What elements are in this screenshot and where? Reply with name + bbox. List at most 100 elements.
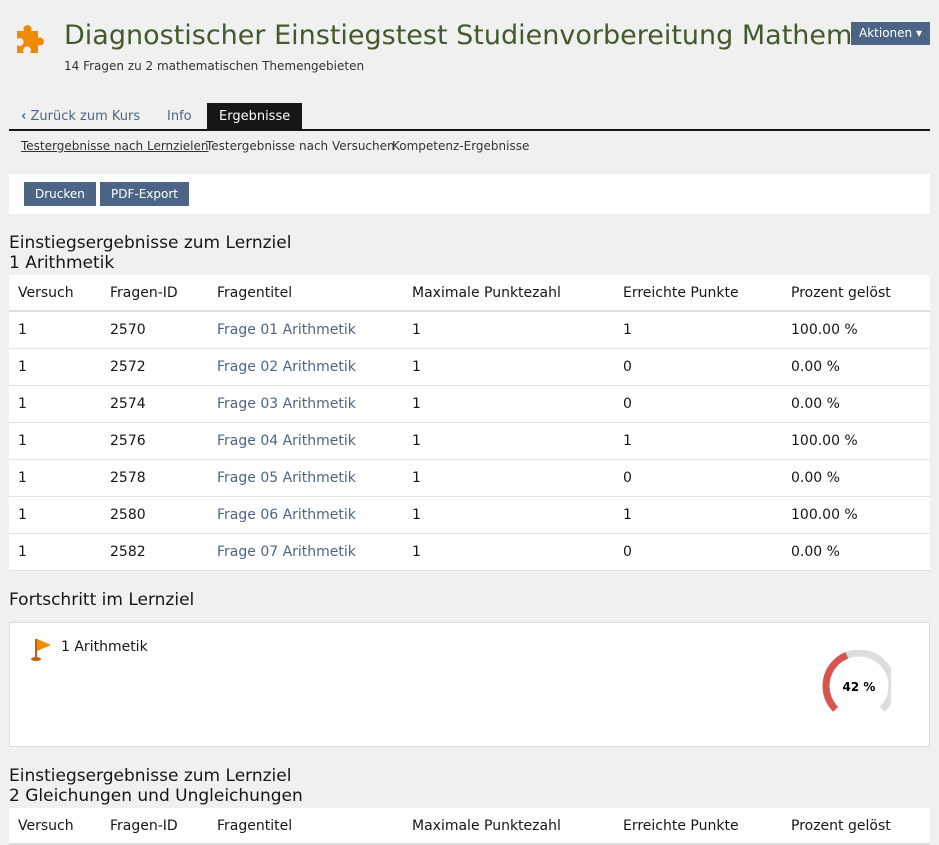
cell-text: 0.00 %	[791, 396, 840, 412]
cell: 0.00 %	[782, 459, 930, 497]
progress-heading: Fortschritt im Lernziel	[9, 590, 195, 610]
actions-button[interactable]: Aktionen ▾	[851, 22, 930, 45]
cell-text: 1	[623, 433, 632, 449]
cell: 1	[403, 533, 614, 571]
column-header: Erreichte Punkte	[614, 275, 782, 312]
result-row: 1 2574 Frage 03 Arithmetik 1 0 0.00 %	[9, 385, 930, 423]
column-header: Maximale Punktezahl	[403, 808, 614, 845]
cell: 1	[9, 459, 101, 497]
cell: 2582	[101, 533, 208, 571]
actions-label: Aktionen	[859, 26, 913, 40]
result-row: 1 2578 Frage 05 Arithmetik 1 0 0.00 %	[9, 459, 930, 497]
cell-text: 1	[18, 470, 27, 486]
subtab[interactable]: Kompetenz-Ergebnisse	[392, 139, 530, 153]
cell-text: 1	[412, 507, 421, 523]
cell: Frage 03 Arithmetik	[208, 385, 403, 423]
question-link[interactable]: Frage 07 Arithmetik	[217, 544, 356, 560]
pdf-button[interactable]: PDF-Export	[100, 182, 189, 206]
section-heading: Einstiegsergebnisse zum Lernziel	[9, 766, 292, 786]
cell-text: 1	[18, 544, 27, 560]
gauge-value	[822, 652, 849, 712]
subtab[interactable]: Testergebnisse nach Versuchen	[206, 139, 395, 153]
cell: 1	[403, 311, 614, 349]
question-link[interactable]: Frage 01 Arithmetik	[217, 322, 356, 338]
cell-text: 0	[623, 470, 632, 486]
result-row: 1 2572 Frage 02 Arithmetik 1 0 0.00 %	[9, 348, 930, 386]
cell: 100.00 %	[782, 496, 930, 534]
cell: 0.00 %	[782, 385, 930, 423]
cell: 1	[403, 496, 614, 534]
cell: Frage 04 Arithmetik	[208, 422, 403, 460]
cell-text: 0	[623, 359, 632, 375]
cell-text: 1	[412, 322, 421, 338]
tabs: ‹ Zurück zum Kurs Info Ergebnisse	[9, 103, 930, 131]
subtab[interactable]: Testergebnisse nach Lernzielen	[21, 139, 209, 153]
cell-text: 1	[412, 396, 421, 412]
print-button[interactable]: Drucken	[24, 182, 96, 206]
section-objective: 1 Arithmetik	[9, 253, 115, 273]
question-link[interactable]: Frage 06 Arithmetik	[217, 507, 356, 523]
cell: 1	[9, 496, 101, 534]
cell-text: 1	[623, 507, 632, 523]
column-header: Maximale Punktezahl	[403, 275, 614, 312]
column-header: Erreichte Punkte	[614, 808, 782, 845]
cell: Frage 01 Arithmetik	[208, 311, 403, 349]
back-tab[interactable]: ‹ Zurück zum Kurs	[21, 109, 141, 124]
cell-text: 2582	[110, 544, 146, 560]
cell: 100.00 %	[782, 422, 930, 460]
cell: 2570	[101, 311, 208, 349]
title: Diagnostischer Einstiegstest Studienvorb…	[64, 20, 903, 51]
question-link[interactable]: Frage 02 Arithmetik	[217, 359, 356, 375]
cell: 0.00 %	[782, 348, 930, 386]
test-icon	[17, 25, 44, 53]
cell-text: 2570	[110, 322, 146, 338]
cell-text: 2576	[110, 433, 146, 449]
question-link[interactable]: Frage 03 Arithmetik	[217, 396, 356, 412]
flag-icon	[31, 639, 51, 661]
cell-text: 2580	[110, 507, 146, 523]
cell: 0	[614, 533, 782, 571]
cell-text: 1	[18, 433, 27, 449]
section: Einstiegsergebnisse zum Lernziel 1 Arithm…	[9, 233, 930, 571]
toolbar: Drucken PDF-Export	[9, 174, 930, 214]
cell: 1	[403, 348, 614, 386]
cell-text: 1	[18, 359, 27, 375]
column-header: Prozent gelöst	[782, 808, 930, 845]
cell: 2576	[101, 422, 208, 460]
cell-text: 2574	[110, 396, 146, 412]
column-header: Fragen-ID	[101, 275, 208, 312]
cell: 1	[614, 422, 782, 460]
question-link[interactable]: Frage 04 Arithmetik	[217, 433, 356, 449]
column-header: Fragen-ID	[101, 808, 208, 845]
objective: 1 Arithmetik	[61, 639, 148, 655]
result-row: 1 2576 Frage 04 Arithmetik 1 1 100.00 %	[9, 422, 930, 460]
cell: 2572	[101, 348, 208, 386]
cell-text: 1	[412, 470, 421, 486]
section: Einstiegsergebnisse zum Lernziel 2 Gleich…	[9, 766, 930, 845]
cell: Frage 05 Arithmetik	[208, 459, 403, 497]
column-header: Versuch	[9, 808, 101, 845]
cell: 2574	[101, 385, 208, 423]
section-objective: 2 Gleichungen und Ungleichungen	[9, 786, 303, 806]
result-row: 1 2570 Frage 01 Arithmetik 1 1 100.00 %	[9, 311, 930, 349]
cell-text: 1	[623, 322, 632, 338]
column-header: Fragentitel	[208, 275, 403, 312]
cell-text: 0.00 %	[791, 544, 840, 560]
cell: 1	[614, 496, 782, 534]
cell-text: 1	[18, 322, 27, 338]
cell: 1	[614, 311, 782, 349]
result-row: 1 2580 Frage 06 Arithmetik 1 1 100.00 %	[9, 496, 930, 534]
result-row: 1 2582 Frage 07 Arithmetik 1 0 0.00 %	[9, 533, 930, 571]
header-row: Versuch Fragen-ID Fragentitel Maximale Punk…	[9, 275, 930, 312]
question-link[interactable]: Frage 05 Arithmetik	[217, 470, 356, 486]
cell-text: 1	[412, 359, 421, 375]
cell: 1	[9, 348, 101, 386]
info-tab[interactable]: Info	[167, 109, 192, 124]
section-heading: Einstiegsergebnisse zum Lernziel	[9, 233, 292, 253]
results-tab[interactable]: Ergebnisse	[207, 103, 303, 129]
cell-text: 0.00 %	[791, 359, 840, 375]
cell: 0	[614, 459, 782, 497]
cell: 1	[9, 533, 101, 571]
cell: 0	[614, 385, 782, 423]
cell: 1	[9, 385, 101, 423]
